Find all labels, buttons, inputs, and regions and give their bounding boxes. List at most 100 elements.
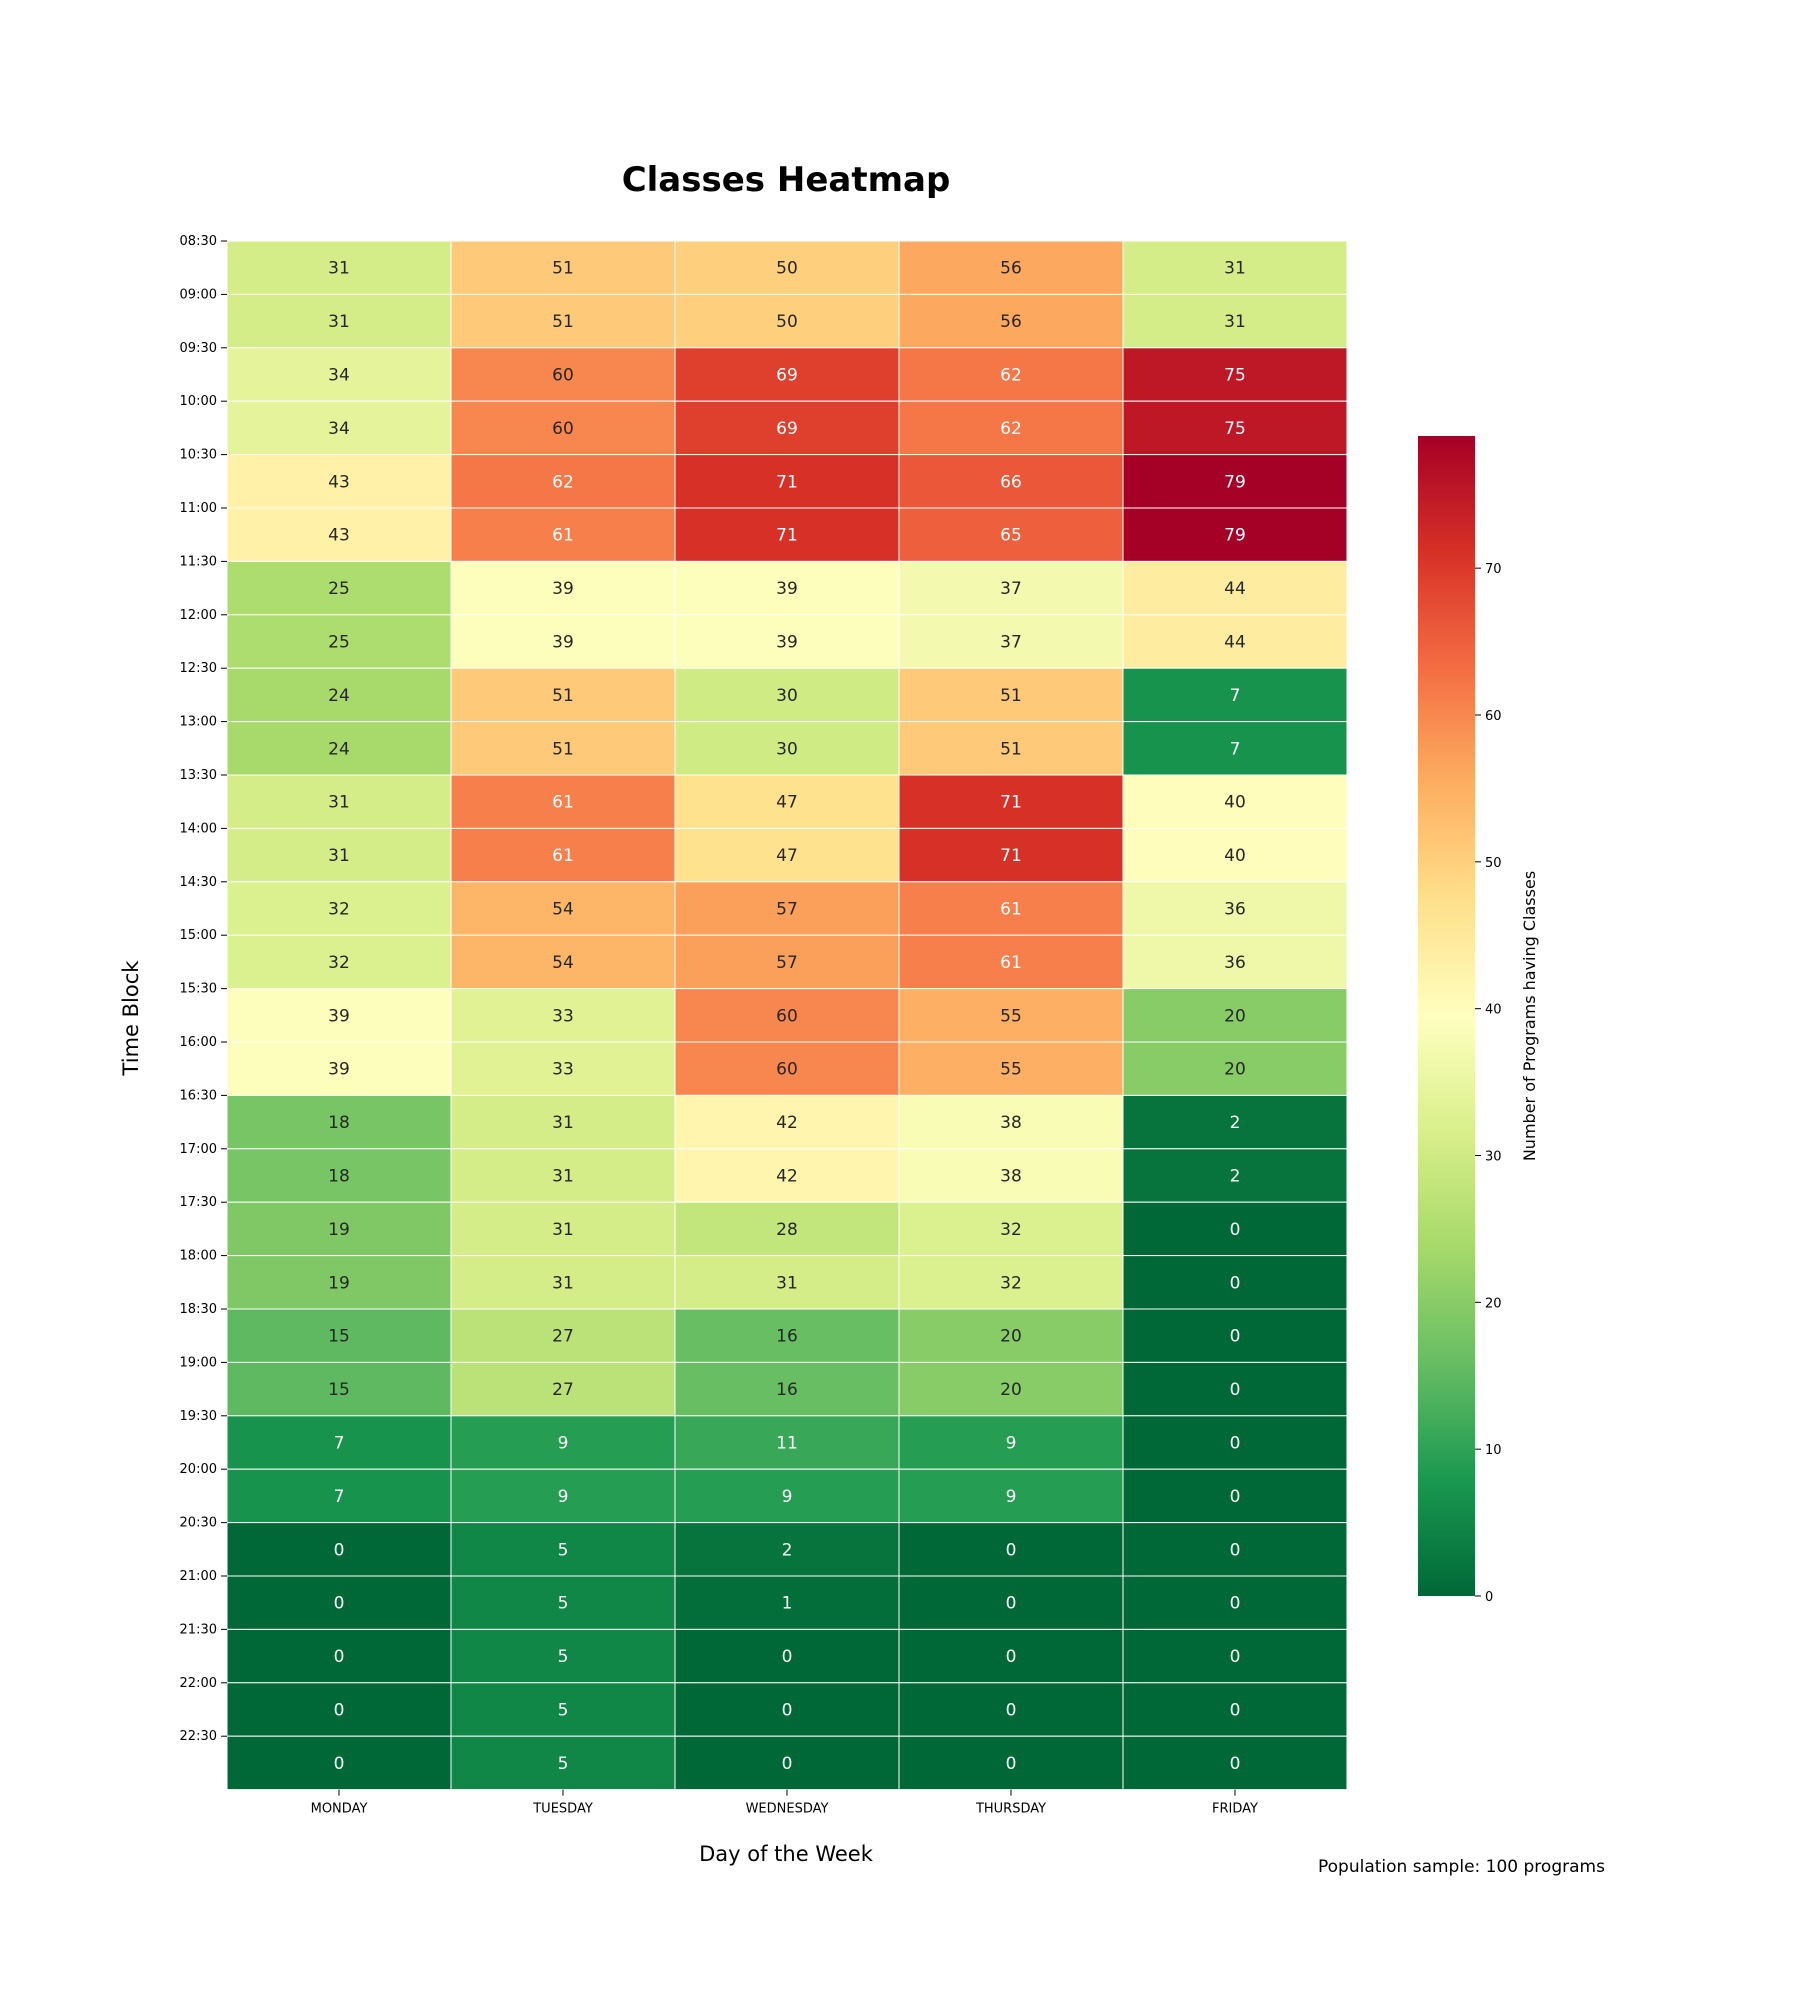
colorbar-tick-label: 50 [1485, 856, 1502, 871]
cell-value-label: 18 [328, 1167, 350, 1187]
cell-value-label: 75 [1224, 366, 1246, 386]
x-tick-label: THURSDAY [975, 1802, 1046, 1817]
y-tick-label: 22:30 [180, 1729, 217, 1744]
y-tick-label: 11:00 [180, 501, 217, 516]
cell-value-label: 0 [1230, 1434, 1241, 1454]
heatmap-cell [898, 881, 1124, 936]
cell-value-label: 0 [334, 1647, 345, 1667]
heatmap-cell [450, 667, 676, 723]
heatmap-cell [226, 934, 452, 990]
cell-value-label: 0 [1230, 1540, 1241, 1560]
heatmap-cell [898, 240, 1124, 295]
heatmap-cell [1122, 1308, 1348, 1363]
cell-value-label: 28 [776, 1220, 798, 1240]
cell-value-label: 2 [1230, 1113, 1241, 1133]
cell-value-label: 25 [328, 579, 350, 599]
colorbar-tick-label: 30 [1485, 1149, 1502, 1164]
heatmap-cell [226, 1255, 452, 1310]
cell-value-label: 7 [334, 1434, 345, 1454]
cell-value-label: 31 [1224, 312, 1246, 332]
cell-value-label: 79 [1224, 472, 1246, 492]
cell-value-label: 24 [328, 739, 350, 759]
cell-value-label: 62 [1000, 366, 1022, 386]
colorbar-tick-label: 10 [1485, 1443, 1502, 1458]
heatmap-cell [1122, 293, 1348, 349]
y-tick-label: 11:30 [180, 554, 217, 569]
cell-value-label: 7 [1230, 686, 1241, 706]
heatmap-cell [226, 1094, 452, 1150]
heatmap-cell [450, 1041, 676, 1096]
cell-value-label: 20 [1224, 1006, 1246, 1026]
cell-value-label: 31 [328, 846, 350, 866]
cell-value-label: 9 [782, 1487, 793, 1507]
cell-value-label: 0 [334, 1540, 345, 1560]
y-tick-label: 21:00 [180, 1569, 217, 1584]
y-axis-ticks: 08:30 09:00 09:30 10:00 10:30 11:00 11:30 12:00… [180, 234, 227, 1744]
y-tick-label: 16:00 [180, 1035, 217, 1050]
heatmap-cell [898, 1255, 1124, 1310]
heatmap-cell [226, 1735, 452, 1791]
cell-value-label: 40 [1224, 846, 1246, 866]
y-tick-label: 08:30 [180, 234, 217, 249]
heatmap-cell [1122, 1575, 1348, 1630]
heatmap-cell [450, 614, 676, 669]
y-tick-label: 22:00 [180, 1676, 217, 1691]
heatmap-cell [1122, 347, 1348, 402]
cell-value-label: 38 [1000, 1113, 1022, 1133]
heatmap-cell [898, 347, 1124, 402]
heatmap-cell [226, 1148, 452, 1203]
x-tick-label: TUESDAY [532, 1802, 593, 1817]
population-footnote: Population sample: 100 programs [1318, 1857, 1605, 1877]
cell-value-label: 31 [776, 1273, 798, 1293]
cell-value-label: 33 [552, 1006, 574, 1026]
cell-value-label: 0 [1006, 1647, 1017, 1667]
cell-value-label: 31 [552, 1113, 574, 1133]
heatmap-cell [674, 934, 900, 990]
heatmap-cell [1122, 1468, 1348, 1524]
cell-value-label: 32 [328, 900, 350, 920]
cell-value-label: 0 [782, 1754, 793, 1774]
x-axis-label: Day of the Week [699, 1842, 874, 1866]
heatmap-cell [898, 1148, 1124, 1203]
heatmap-cell [674, 1308, 900, 1363]
cell-value-label: 51 [1000, 686, 1022, 706]
cell-value-label: 57 [776, 900, 798, 920]
cell-value-label: 60 [552, 366, 574, 386]
heatmap-cell [1122, 614, 1348, 669]
heatmap-cell [674, 454, 900, 509]
colorbar-gradient [1418, 436, 1475, 1596]
heatmap-cell [450, 1735, 676, 1791]
heatmap-cell [674, 1682, 900, 1737]
cell-value-label: 47 [776, 846, 798, 866]
cell-value-label: 2 [1230, 1167, 1241, 1187]
cell-value-label: 34 [328, 366, 350, 386]
colorbar-tick-label: 40 [1485, 1003, 1502, 1018]
y-tick-label: 12:00 [180, 608, 217, 623]
heatmap-cell [450, 1201, 676, 1257]
heatmap-cell [898, 1201, 1124, 1257]
cell-value-label: 18 [328, 1113, 350, 1133]
y-tick-label: 14:30 [180, 875, 217, 890]
cell-value-label: 51 [552, 739, 574, 759]
cell-value-label: 34 [328, 419, 350, 439]
cell-value-label: 31 [328, 793, 350, 813]
cell-value-label: 61 [552, 793, 574, 813]
heatmap-cell [898, 1575, 1124, 1630]
cell-value-label: 30 [776, 739, 798, 759]
heatmap-cell [1122, 1255, 1348, 1310]
cell-value-label: 55 [1000, 1060, 1022, 1080]
heatmap-cell [1122, 667, 1348, 723]
y-tick-label: 19:30 [180, 1409, 217, 1424]
heatmap-cell [450, 1522, 676, 1577]
cell-value-label: 71 [776, 472, 798, 492]
cell-value-label: 51 [552, 686, 574, 706]
cell-value-label: 31 [552, 1220, 574, 1240]
cell-value-label: 0 [334, 1701, 345, 1721]
heatmap-cell [226, 240, 452, 295]
cell-value-label: 5 [558, 1594, 569, 1614]
heatmap-cell [674, 721, 900, 776]
heatmap-cell [226, 1201, 452, 1257]
cell-value-label: 0 [1230, 1594, 1241, 1614]
heatmap-cell [1122, 1041, 1348, 1096]
heatmap-cell [450, 1308, 676, 1363]
